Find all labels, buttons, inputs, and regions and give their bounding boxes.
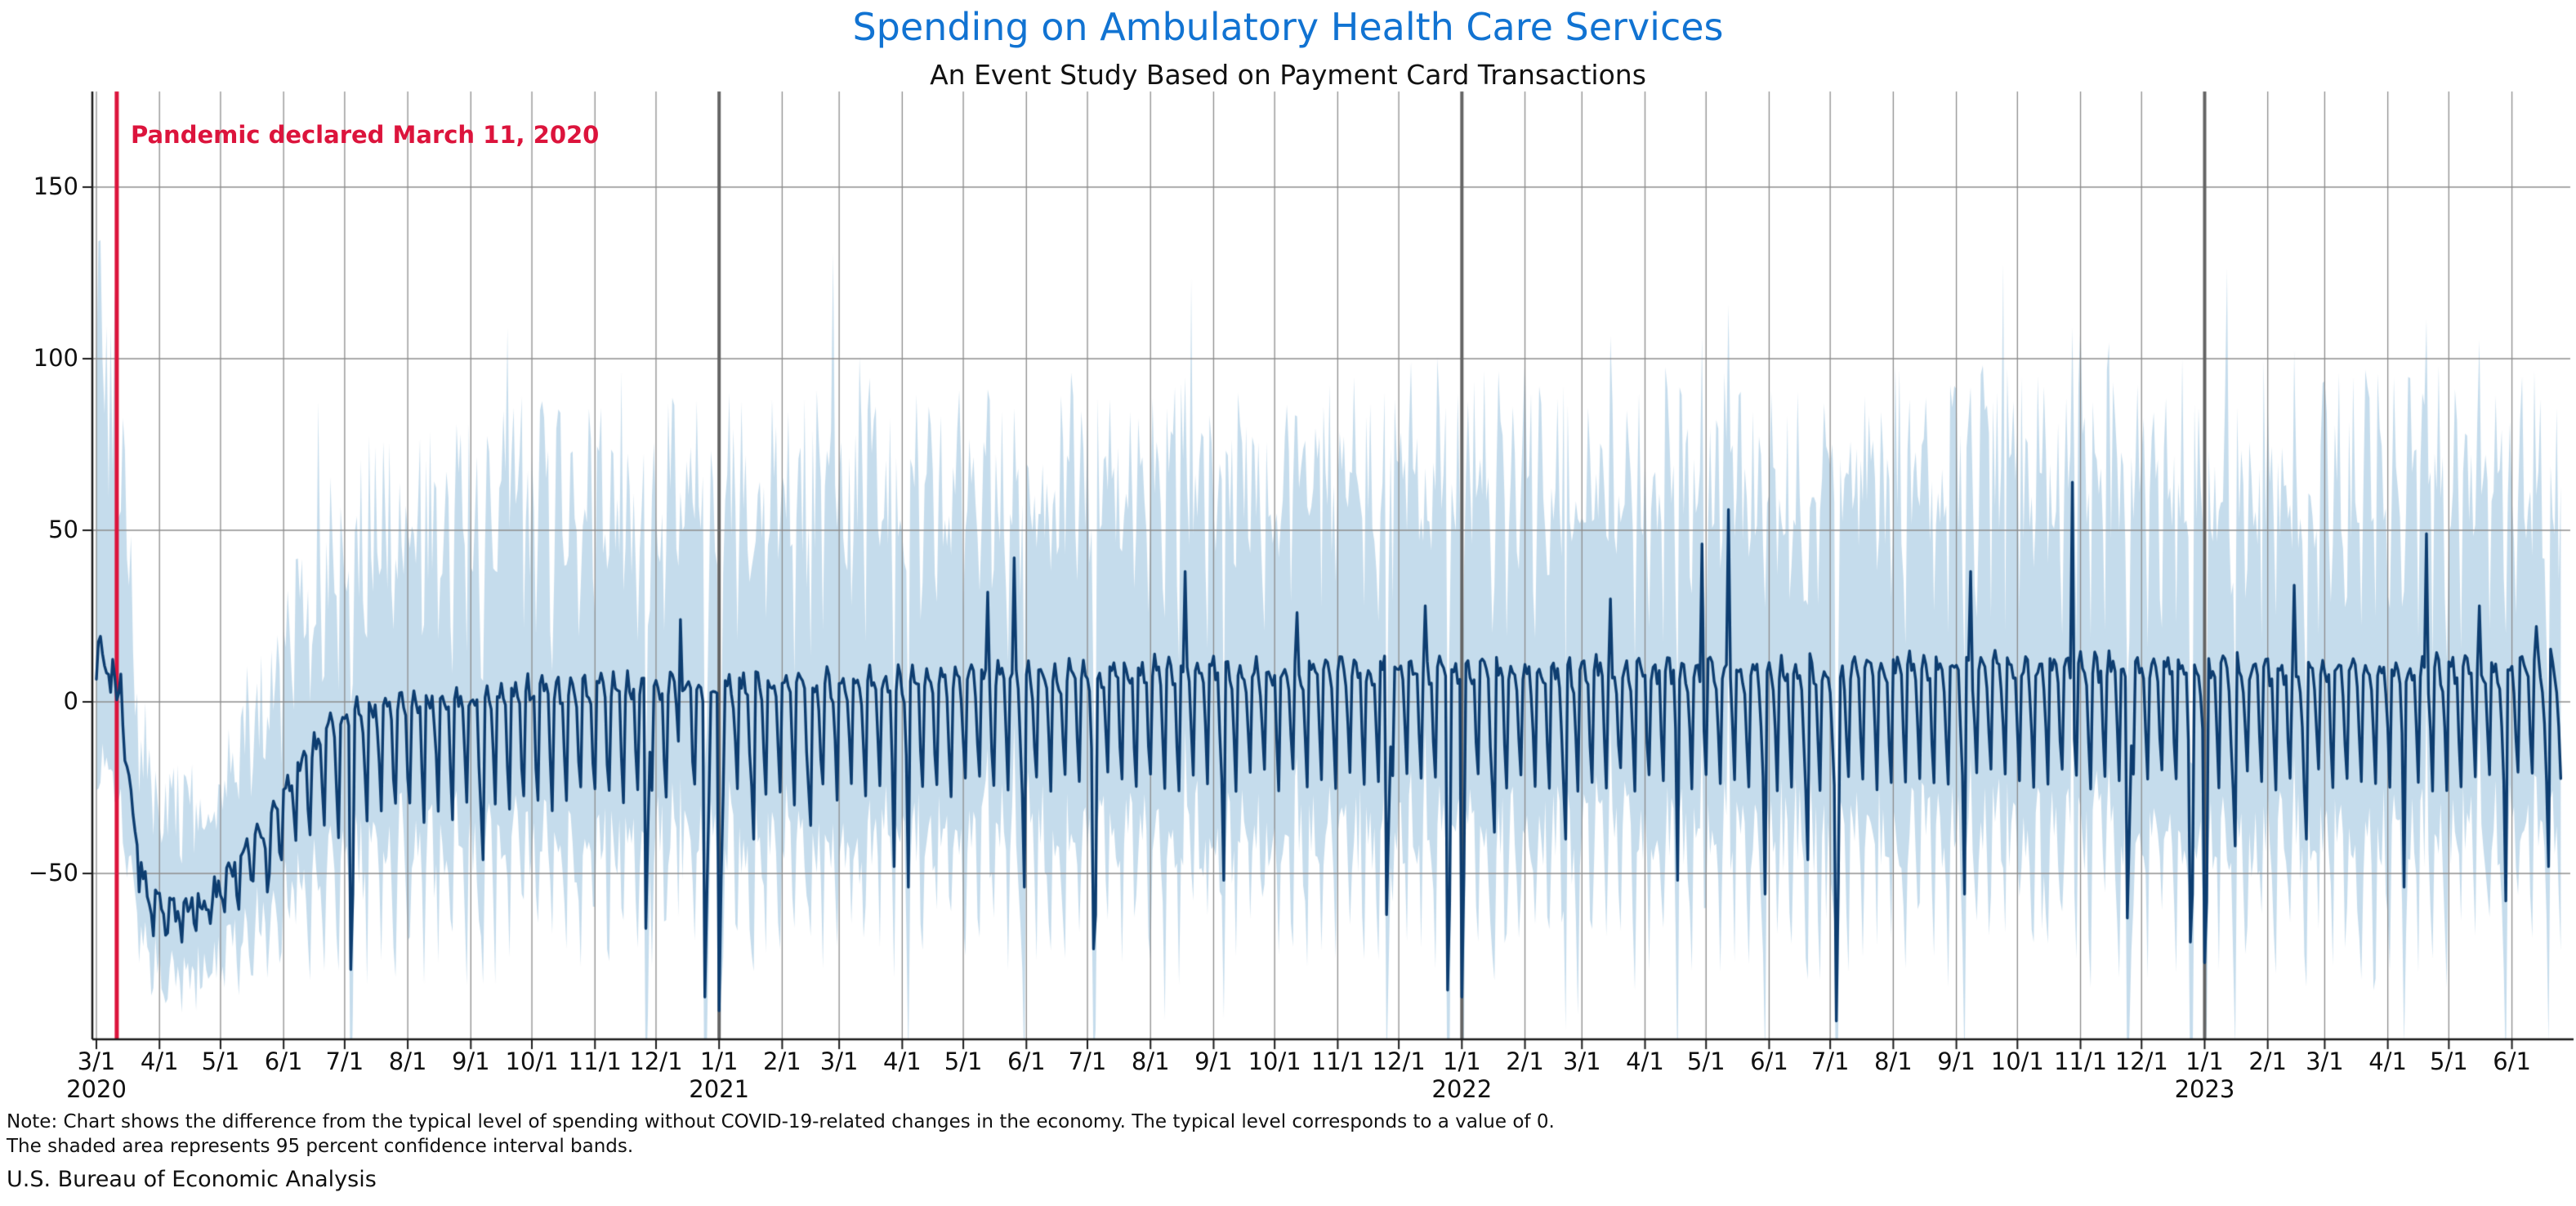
x-tick-label: 5/1 — [1686, 1047, 1726, 1075]
x-tick-label: 6/1 — [2493, 1047, 2531, 1075]
pandemic-annotation: Pandemic declared March 11, 2020 — [131, 121, 600, 149]
x-tick-label: 10/1 — [505, 1047, 559, 1075]
x-tick-label: 5/1 — [2430, 1047, 2468, 1075]
chart-title: Spending on Ambulatory Health Care Servi… — [852, 5, 1724, 49]
x-tick-label: 12/1 — [2114, 1047, 2168, 1075]
x-tick-label: 5/1 — [201, 1047, 240, 1075]
x-tick-label: 4/1 — [2368, 1047, 2407, 1075]
x-tick-label: 6/1 — [1007, 1047, 1046, 1075]
y-tick-label: 150 — [33, 172, 78, 200]
x-tick-label: 11/1 — [1310, 1047, 1364, 1075]
x-tick-label: 1/1 — [1442, 1047, 1481, 1075]
x-tick-label: 2/1 — [763, 1047, 801, 1075]
y-tick-label: 50 — [48, 516, 78, 543]
x-tick-label: 4/1 — [1626, 1047, 1664, 1075]
x-tick-label: 12/1 — [1372, 1047, 1426, 1075]
source-attribution: U.S. Bureau of Economic Analysis — [7, 1167, 377, 1192]
x-tick-label: 2/1 — [1506, 1047, 1544, 1075]
x-tick-label: 3/1 — [819, 1047, 859, 1075]
x-tick-label: 4/1 — [883, 1047, 922, 1075]
x-tick-label: 12/1 — [629, 1047, 683, 1075]
x-tick-label: 6/1 — [264, 1047, 303, 1075]
x-tick-label: 8/1 — [1131, 1047, 1170, 1075]
x-tick-label: 11/1 — [568, 1047, 622, 1075]
y-tick-label: −50 — [28, 859, 78, 887]
x-tick-year-label: 2023 — [2174, 1075, 2235, 1103]
x-tick-label: 8/1 — [1874, 1047, 1913, 1075]
note-line-1: Note: Chart shows the difference from th… — [7, 1111, 1555, 1132]
x-tick-label: 4/1 — [140, 1047, 179, 1075]
x-tick-label: 7/1 — [325, 1047, 364, 1075]
x-tick-label: 7/1 — [1068, 1047, 1107, 1075]
x-tick-year-label: 2021 — [689, 1075, 750, 1103]
x-tick-label: 5/1 — [944, 1047, 983, 1075]
x-tick-label: 6/1 — [1750, 1047, 1788, 1075]
x-tick-label: 1/1 — [2185, 1047, 2224, 1075]
x-tick-label: 3/1 — [1562, 1047, 1601, 1075]
chart-subtitle: An Event Study Based on Payment Card Tra… — [930, 59, 1646, 91]
x-tick-label: 9/1 — [1194, 1047, 1233, 1075]
y-tick-label: 0 — [63, 687, 78, 715]
note-line-2: The shaded area represents 95 percent co… — [7, 1136, 634, 1157]
x-tick-label: 1/1 — [699, 1047, 739, 1075]
x-tick-label: 9/1 — [451, 1047, 490, 1075]
x-tick-label: 9/1 — [1937, 1047, 1976, 1075]
x-tick-year-label: 2022 — [1431, 1075, 1493, 1103]
x-tick-year-label: 2020 — [66, 1075, 127, 1103]
x-tick-label: 3/1 — [77, 1047, 116, 1075]
x-tick-label: 7/1 — [1810, 1047, 1850, 1075]
x-tick-label: 3/1 — [2306, 1047, 2344, 1075]
x-tick-label: 2/1 — [2248, 1047, 2288, 1075]
x-tick-label: 8/1 — [388, 1047, 427, 1075]
x-tick-label: 10/1 — [1248, 1047, 1301, 1075]
y-tick-label: 100 — [33, 344, 78, 372]
x-tick-label: 10/1 — [1990, 1047, 2044, 1075]
x-tick-label: 11/1 — [2053, 1047, 2108, 1075]
